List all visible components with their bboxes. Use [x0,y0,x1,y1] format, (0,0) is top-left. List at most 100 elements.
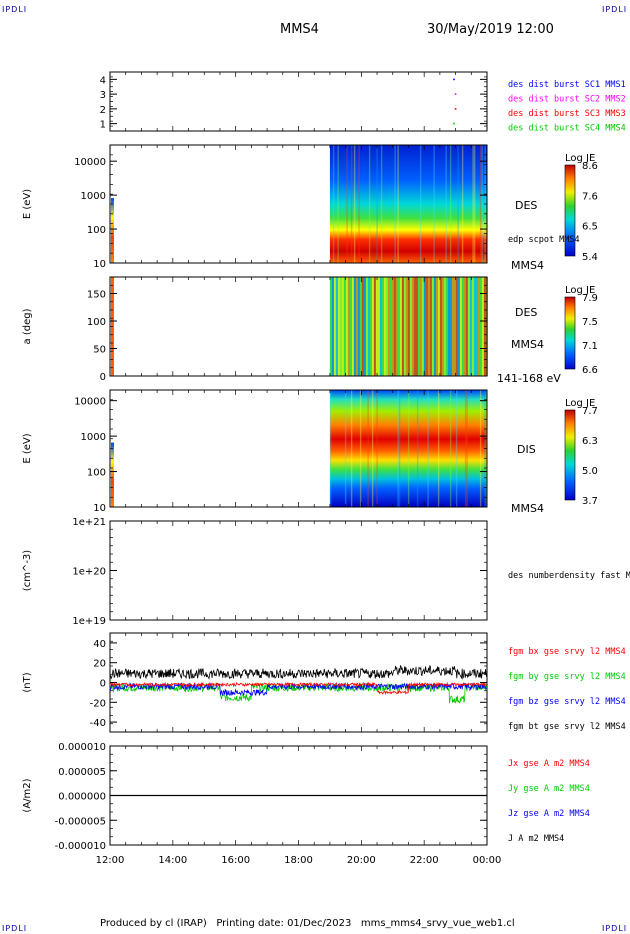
x-tick-label: 18:00 [284,855,313,866]
x-tick-label: 16:00 [221,855,250,866]
y-tick-label: 40 [93,639,106,650]
y-tick-label: 150 [87,290,106,301]
heatmap-streak [469,277,472,376]
colorbar-title: Log JE [565,153,595,164]
heatmap-streak [451,277,454,376]
colorbar-tick-label: 6.3 [582,436,598,447]
heatmap-streak [445,277,448,376]
heatmap-streak [423,277,426,376]
panel-bottom-label: MMS4 [511,259,544,272]
heatmap-streak [397,277,400,376]
legend-entry: Jy gse A m2 MMS4 [508,784,590,794]
panel-label: DES [515,199,537,212]
heatmap-streak [376,390,378,507]
heatmap-streak [473,145,476,263]
heatmap-streak [411,277,414,376]
fgm-bx-series [109,681,488,695]
heatmap-streak [461,277,464,376]
heatmap-streak [427,390,429,507]
y-tick-label: 0 [100,372,106,383]
heatmap-streak [380,145,383,263]
heatmap-streak [455,390,458,507]
x-tick-label: 12:00 [96,855,125,866]
panel-fgm [109,632,488,733]
heatmap-streak [475,277,478,376]
legend-entry: Jz gse A m2 MMS4 [508,809,590,819]
legend-entry: des dist burst SC4 MMS4 [508,124,626,134]
panel-sublabel: edp scpot MMS4 [508,235,580,245]
heatmap-streak [398,390,401,507]
panel-sublabel: MMS4 [511,338,544,351]
colorbar-tick-label: 6.6 [582,365,598,376]
heatmap-streak [449,390,452,507]
corner-label-bottom-right: IPDLI [602,924,628,933]
fgm-bz-series [109,682,488,697]
heatmap-streak [459,277,462,376]
dis-energy-spectrogram [329,390,487,507]
heatmap-streak [335,277,338,376]
heatmap-streak [394,145,396,263]
x-tick-label: 00:00 [473,855,502,866]
heatmap-streak [337,145,339,263]
heatmap-streak [395,277,398,376]
des-energy-spectrogram [329,145,487,263]
heatmap-streak [329,390,332,507]
heatmap-streak [341,277,344,376]
heatmap-streak [427,277,430,376]
heatmap-streak [339,277,342,376]
heatmap-streak [350,145,353,263]
date-title: 30/May/2019 12:00 [427,22,554,37]
y-axis-label: E (eV) [22,189,33,219]
y-axis-label: (A/m2) [22,778,33,812]
colorbar-tick-label: 7.7 [582,406,598,417]
heatmap-streak [355,277,358,376]
heatmap-streak [333,277,336,376]
heatmap-streak [371,390,374,507]
panel-availability [109,71,488,132]
heatmap-streak [435,277,438,376]
availability-point [453,78,455,81]
y-tick-label: -0.000010 [55,841,106,852]
heatmap-streak [447,277,450,376]
heatmap-streak [467,277,470,376]
corner-label-bottom-left: IPDLI [2,924,28,933]
y-tick-label: 0.000005 [58,767,106,778]
heatmap-streak [344,390,347,507]
heatmap-streak [419,145,422,263]
heatmap-streak [471,277,474,376]
heatmap-streak [376,145,378,263]
x-tick-label: 20:00 [347,855,376,866]
legend-entry: fgm bx gse srvy l2 MMS4 [508,647,626,657]
heatmap-streak [464,390,467,507]
heatmap-streak [383,277,386,376]
colorbar-tick-label: 7.9 [582,293,598,304]
heatmap-streak [465,277,468,376]
heatmap-streak [349,277,352,376]
heatmap-streak [461,145,464,263]
colorbar-tick-label: 7.6 [582,191,598,202]
y-tick-label: -20 [90,698,106,709]
heatmap-streak [472,145,474,263]
y-tick-label: 100 [87,225,106,236]
fgm-bt-series [109,664,488,680]
y-tick-label: 1e+21 [72,517,106,528]
legend-entry: des numberdensity fast M [508,571,630,581]
heatmap-streak [443,277,446,376]
heatmap-streak [379,277,382,376]
y-tick-label: -0.000005 [55,816,106,827]
corner-label-top-left: IPDLI [2,5,28,14]
heatmap-streak [457,145,459,263]
availability-point [454,108,457,110]
y-tick-label: 3 [100,90,106,101]
heatmap-streak [399,277,402,376]
panel-label: DIS [517,443,536,456]
y-tick-label: 10000 [74,157,106,168]
heatmap-streak [439,277,442,376]
spacecraft-title: MMS4 [280,22,319,37]
y-tick-label: 0.000010 [58,742,106,753]
y-tick-label: 100 [87,468,106,479]
heatmap-streak [441,277,444,376]
heatmap-streak [391,277,394,376]
heatmap-streak [429,277,432,376]
heatmap-streak [337,277,340,376]
